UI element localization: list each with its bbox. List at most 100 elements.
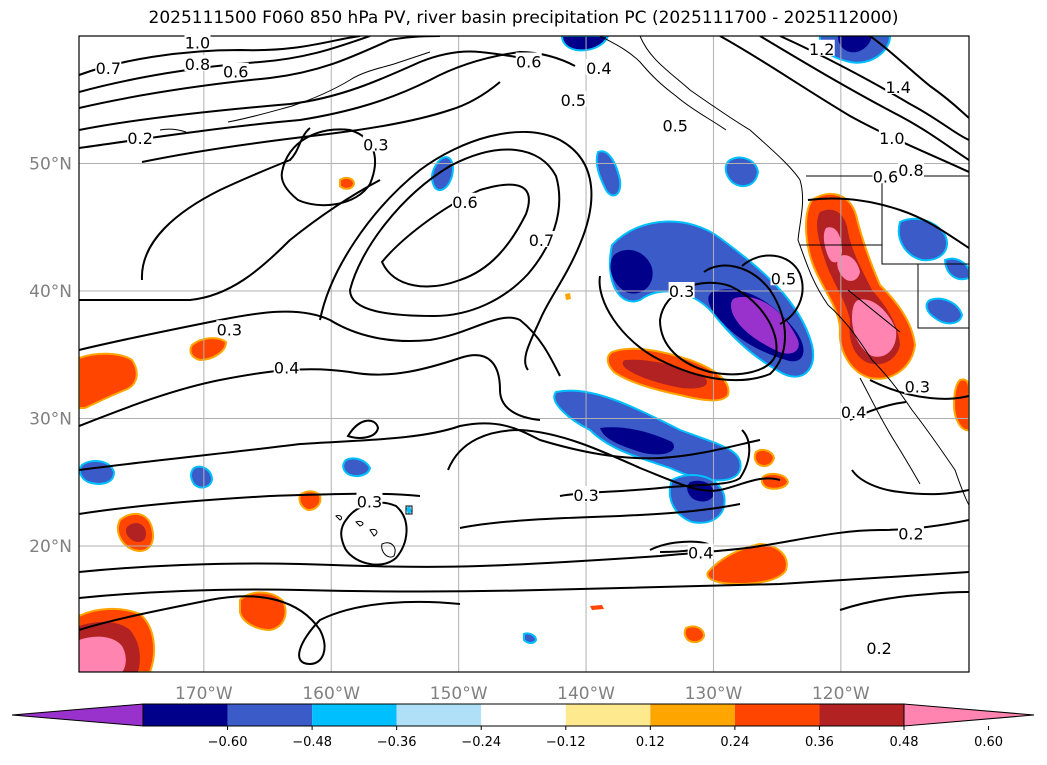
contour-label: 0.4: [841, 403, 866, 422]
contour-label-bg: [95, 58, 122, 75]
colorbar-swatch: [650, 704, 735, 726]
colorbar-tick-label: 0.48: [890, 735, 919, 750]
lon-tick-label: 130°W: [685, 684, 743, 704]
gridlines: [79, 36, 969, 672]
shade-positive-tiny2: [565, 293, 571, 300]
contour-label-bg: [585, 58, 612, 75]
shade-negative-top2-core: [838, 36, 872, 53]
colorbar-swatch: [396, 704, 482, 726]
colorbar-swatch: [734, 704, 820, 726]
contour-label: 1.2: [809, 40, 834, 59]
contour-label: 1.0: [879, 129, 904, 148]
contour-label: 0.3: [217, 320, 242, 339]
shade-positive-south3: [760, 473, 790, 490]
colorbar: −0.60 −0.48 −0.36 −0.24 −0.12 0.12 0.24 0.36 0.4…: [11, 703, 1035, 750]
contour-label: 0.5: [771, 269, 796, 288]
contour-label-bg: [184, 33, 211, 50]
contour-label-bg: [897, 160, 924, 177]
shade-negative-top1: [560, 36, 610, 52]
contour-label-bg: [904, 377, 931, 394]
shade-purple-core: [731, 296, 799, 354]
contour-label-bg: [687, 543, 714, 560]
contour-label-bg: [885, 78, 912, 94]
contour-label: 0.7: [96, 59, 121, 78]
contour-label: 1.4: [885, 78, 910, 97]
shade-negative-kauai: [406, 506, 412, 514]
colorbar-swatch: [481, 704, 566, 726]
contour-label-bg: [560, 90, 587, 107]
contour-label: 0.8: [898, 161, 923, 180]
hawaiian-islands: [335, 505, 413, 558]
lat-tick-label: 20°N: [29, 537, 72, 557]
colorbar-tick-label: −0.24: [461, 735, 501, 750]
colorbar-tick-label: 0.12: [636, 735, 665, 750]
colorbar-tick-label: −0.36: [377, 735, 417, 750]
shade-positive-nw: [837, 255, 860, 281]
contour-label: 0.4: [688, 543, 713, 562]
shade-positive-tiny1: [590, 605, 604, 610]
shade-negative-coastbc: [724, 156, 760, 188]
shade-positive-california-peak2: [852, 299, 897, 357]
contour-label: 0.6: [516, 53, 541, 72]
contour-label-bg: [866, 639, 893, 655]
shade-negative-west: [610, 249, 653, 294]
contour-label: 0.8: [185, 55, 210, 74]
shade-positive-west5: [298, 490, 322, 512]
colorbar-tick-label: −0.60: [208, 735, 248, 750]
colorbar-tick-label: −0.48: [292, 735, 332, 750]
colorbar-extend-low: [11, 703, 144, 727]
contour-label-bg: [770, 269, 797, 286]
lon-tick-label: 150°W: [430, 684, 488, 704]
shade-positive-west1: [79, 352, 138, 409]
contour-label-bg: [127, 129, 154, 145]
colorbar-swatch: [312, 704, 397, 726]
contour-label: 0.2: [866, 639, 891, 658]
lon-tick-label: 140°W: [557, 684, 615, 704]
contour-label: 0.6: [223, 63, 248, 82]
shade-negative-gulf: [430, 156, 454, 192]
colorbar-tick-label: 0.24: [720, 735, 749, 750]
pv-contours: [79, 36, 969, 666]
contour-label: 0.7: [529, 231, 554, 250]
lat-tick-label: 40°N: [29, 282, 72, 302]
map-title: 2025111500 F060 850 hPa PV, river basin …: [148, 8, 899, 28]
contour-label-bg: [452, 192, 479, 209]
map-frame: [78, 35, 970, 673]
contour-label: 0.5: [561, 91, 586, 110]
contour-labels: 1.0 0.7 0.8 0.6 0.2 0.3 0.6 0.7 0.5 0.6 0.4 0.5 0.3 0…: [95, 33, 931, 658]
contour-label: 0.3: [363, 135, 388, 154]
contour-label-bg: [222, 62, 249, 79]
contour-label-bg: [528, 231, 555, 247]
shade-negative-w2: [190, 465, 214, 489]
shade-negative-colorado: [925, 297, 964, 325]
colorbar-swatch: [819, 704, 904, 726]
shade-positive-west2: [189, 337, 228, 362]
contour-label-bg: [808, 39, 835, 56]
shade-negative-w4: [523, 632, 538, 644]
shade-positive-west4: [239, 591, 287, 632]
contour-label-bg: [515, 52, 542, 69]
contour-label-bg: [878, 129, 905, 145]
contour-label-bg: [897, 524, 924, 541]
contour-label-bg: [356, 492, 383, 509]
contour-label: 0.2: [127, 129, 152, 148]
contour-label: 1.0: [185, 33, 210, 52]
lon-tick-label: 120°W: [812, 684, 870, 704]
shade-positive-sw-peak: [79, 636, 126, 672]
contour-label-bg: [573, 486, 600, 502]
contour-label: 0.6: [452, 193, 477, 212]
contour-label-bg: [273, 358, 300, 375]
shade-negative-bc: [595, 150, 622, 197]
shade-positive-nevada: [952, 378, 969, 432]
shade-positive-south2: [753, 449, 776, 467]
colorbar-frame: [142, 703, 905, 727]
colorbar-tick-label: −0.12: [546, 735, 586, 750]
shade-negative-midcore: [600, 427, 674, 455]
contour-label-bg: [362, 135, 389, 152]
lon-tick-label: 160°W: [302, 684, 360, 704]
contour-label-bg: [668, 282, 695, 298]
shade-positive-west3-core: [125, 523, 146, 542]
shade-positive-west6: [339, 176, 356, 190]
contour-label: 0.3: [669, 282, 694, 301]
map-area: [79, 36, 969, 672]
